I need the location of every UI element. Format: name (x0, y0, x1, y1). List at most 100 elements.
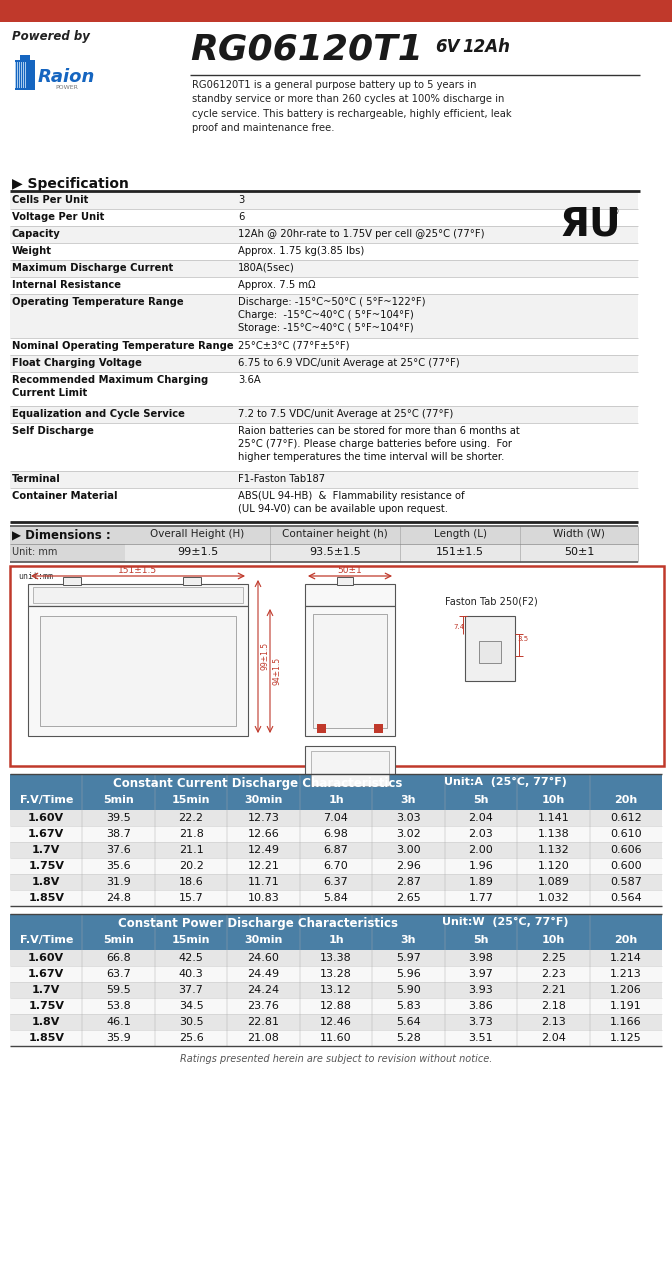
Bar (23, 61, 24, 88)
Text: 3.97: 3.97 (468, 969, 493, 979)
Bar (15, 61, 16, 88)
Bar (33, 588, 243, 603)
Text: 20h: 20h (614, 934, 638, 945)
Text: ®: ® (610, 207, 620, 218)
Bar (10, 471, 638, 488)
Text: 3.5: 3.5 (517, 636, 528, 643)
Text: 94±1.5: 94±1.5 (272, 657, 281, 685)
Text: 13.28: 13.28 (320, 969, 352, 979)
Text: 38.7: 38.7 (106, 829, 131, 838)
Text: 1.8V: 1.8V (32, 877, 60, 887)
Text: 3h: 3h (401, 934, 416, 945)
Text: 1h: 1h (328, 934, 344, 945)
Text: 151±1.5: 151±1.5 (118, 566, 157, 575)
Text: 66.8: 66.8 (106, 954, 131, 963)
Text: 1.60V: 1.60V (28, 954, 65, 963)
Text: 151±1.5: 151±1.5 (436, 547, 484, 557)
Text: 1.206: 1.206 (610, 986, 642, 995)
Bar (25, 61, 26, 88)
Text: 7.4: 7.4 (453, 623, 464, 630)
Text: Overall Height (H): Overall Height (H) (151, 529, 245, 539)
Text: 35.6: 35.6 (106, 861, 131, 870)
Text: ▶ Dimensions :: ▶ Dimensions : (12, 529, 111, 541)
Text: Unit: mm: Unit: mm (12, 547, 57, 557)
Text: 12.46: 12.46 (320, 1018, 352, 1027)
Text: 6.37: 6.37 (324, 877, 348, 887)
Text: RG06120T1: RG06120T1 (190, 33, 423, 67)
Text: 3.86: 3.86 (468, 1001, 493, 1011)
Text: 1.141: 1.141 (538, 813, 569, 823)
Text: Nominal Operating Temperature Range: Nominal Operating Temperature Range (12, 340, 234, 351)
Text: 20h: 20h (614, 795, 638, 805)
Text: 39.5: 39.5 (106, 813, 131, 823)
Text: 5min: 5min (103, 795, 134, 805)
Text: 3.03: 3.03 (396, 813, 421, 823)
Text: 1.8V: 1.8V (32, 1018, 60, 1027)
Bar (10, 810, 662, 826)
Text: 2.18: 2.18 (541, 1001, 566, 1011)
Text: 3.02: 3.02 (396, 829, 421, 838)
Text: 63.7: 63.7 (106, 969, 131, 979)
Text: 6: 6 (238, 212, 245, 221)
Text: 3: 3 (238, 195, 244, 205)
Text: 24.24: 24.24 (247, 986, 280, 995)
Bar (10, 1030, 662, 1046)
Text: 5h: 5h (473, 795, 489, 805)
Bar (10, 227, 638, 243)
Text: 2.25: 2.25 (541, 954, 566, 963)
Text: 0.612: 0.612 (610, 813, 642, 823)
Text: 6.98: 6.98 (323, 829, 349, 838)
Text: 12.73: 12.73 (247, 813, 280, 823)
Text: Internal Resistance: Internal Resistance (12, 280, 121, 291)
Bar (17, 61, 18, 88)
Text: 10.83: 10.83 (248, 893, 280, 902)
Text: 1.75V: 1.75V (28, 861, 65, 870)
Text: Powered by: Powered by (12, 29, 90, 44)
Text: 12Ah @ 20hr-rate to 1.75V per cell @25°C (77°F): 12Ah @ 20hr-rate to 1.75V per cell @25°C… (238, 229, 485, 239)
Bar (10, 950, 662, 966)
Text: 1.67V: 1.67V (28, 829, 65, 838)
Text: 5.97: 5.97 (396, 954, 421, 963)
Bar (479, 641, 501, 663)
Bar (317, 724, 326, 733)
Bar (10, 826, 662, 842)
Text: Raion: Raion (38, 68, 95, 86)
Text: 3.93: 3.93 (468, 986, 493, 995)
Text: 46.1: 46.1 (106, 1018, 131, 1027)
Text: 3.51: 3.51 (468, 1033, 493, 1043)
Text: Constant Current Discharge Characteristics: Constant Current Discharge Characteristi… (113, 777, 403, 790)
Bar (10, 566, 664, 765)
Text: 12.49: 12.49 (247, 845, 280, 855)
Text: 99±1.5: 99±1.5 (177, 547, 218, 557)
Bar (125, 544, 270, 562)
Text: 0.606: 0.606 (610, 845, 642, 855)
Text: F.V/Time: F.V/Time (19, 934, 73, 945)
Text: 30.5: 30.5 (179, 1018, 204, 1027)
Text: 21.8: 21.8 (179, 829, 204, 838)
Text: 0.610: 0.610 (610, 829, 642, 838)
Text: F.V/Time: F.V/Time (19, 795, 73, 805)
Text: 5.28: 5.28 (396, 1033, 421, 1043)
Text: 30min: 30min (245, 795, 283, 805)
Text: 1.67V: 1.67V (28, 969, 65, 979)
Bar (10, 355, 638, 372)
Text: Length (L): Length (L) (433, 529, 487, 539)
Bar (313, 614, 387, 728)
Text: 12.21: 12.21 (247, 861, 280, 870)
Text: 37.7: 37.7 (179, 986, 204, 995)
Text: 0.600: 0.600 (610, 861, 642, 870)
Text: 1.120: 1.120 (538, 861, 569, 870)
Text: Capacity: Capacity (12, 229, 60, 239)
Text: ABS(UL 94-HB)  &  Flammability resistance of
(UL 94-V0) can be available upon re: ABS(UL 94-HB) & Flammability resistance … (238, 492, 464, 515)
Bar (10, 982, 662, 998)
Bar (10, 192, 638, 209)
Text: 35.9: 35.9 (106, 1033, 131, 1043)
Text: 25°C±3°C (77°F±5°F): 25°C±3°C (77°F±5°F) (238, 340, 349, 351)
Bar (10, 932, 662, 950)
Text: 2.13: 2.13 (541, 1018, 566, 1027)
Text: Faston Tab 250(F2): Faston Tab 250(F2) (445, 596, 538, 605)
Text: 2.87: 2.87 (396, 877, 421, 887)
Text: 3.98: 3.98 (468, 954, 493, 963)
Text: 3h: 3h (401, 795, 416, 805)
Text: 6.87: 6.87 (323, 845, 349, 855)
